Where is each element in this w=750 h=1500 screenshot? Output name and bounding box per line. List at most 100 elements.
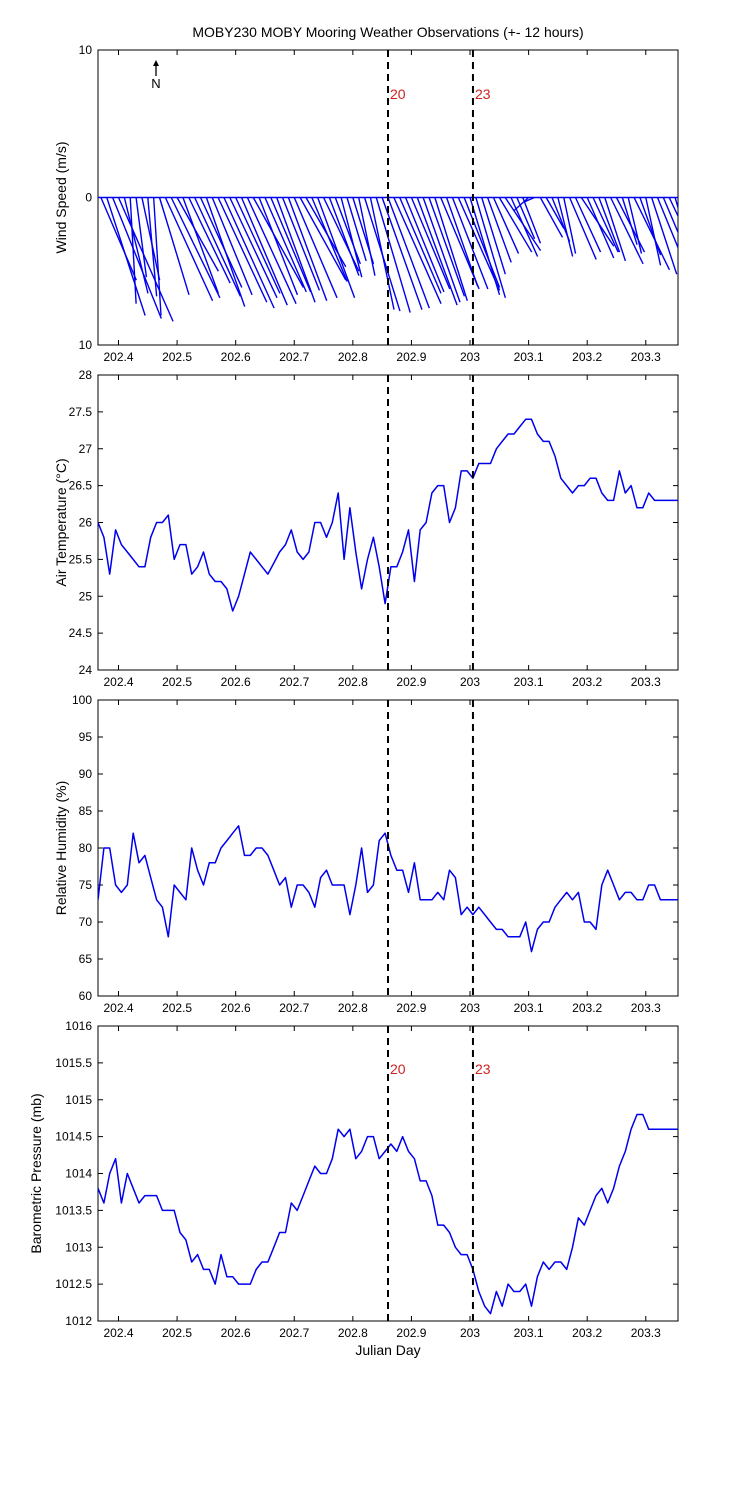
wind-vector [586,197,615,259]
rh-xtick-label: 202.4 [103,1001,133,1015]
wind-vector [416,197,458,306]
airtemp-ytick-label: 28 [79,368,93,382]
wind-ytick-label: 0 [85,191,92,205]
wind-vector [164,197,214,302]
wind-vector [270,197,312,293]
wind-vector [387,197,430,309]
north-label: N [151,76,160,91]
wind-vector [668,197,678,218]
marker-label: 23 [475,86,491,102]
pressure-xtick-label: 203 [460,1326,480,1340]
rh-ytick-label: 100 [72,693,92,707]
pressure-xtick-label: 203.1 [514,1326,544,1340]
wind-vector [539,197,564,238]
wind-vector [492,197,520,254]
airtemp-xtick-label: 202.5 [162,675,192,689]
rh-ytick-label: 60 [79,989,93,1003]
airtemp-ytick-label: 25 [79,589,93,603]
airtemp-ytick-label: 26.5 [69,479,93,493]
wind-vector [522,197,542,244]
pressure-ytick-label: 1014 [65,1167,92,1181]
rh-xtick-label: 203.2 [572,1001,602,1015]
wind-vector [129,197,137,304]
airtemp-ytick-label: 24 [79,663,93,677]
wind-vector [258,197,299,296]
pressure-ytick-label: 1015 [65,1093,92,1107]
airtemp-xtick-label: 202.6 [221,675,251,689]
wind-xtick-label: 203 [460,350,480,364]
pressure-xtick-label: 202.4 [103,1326,133,1340]
wind-vector [422,197,461,303]
wind-vector [645,197,662,266]
north-arrowhead-icon [153,60,159,66]
marker-label: 20 [390,86,406,102]
rh-xtick-label: 202.8 [338,1001,368,1015]
wind-vector [141,197,161,281]
rh-xtick-label: 202.5 [162,1001,192,1015]
wind-xtick-label: 202.7 [279,350,309,364]
x-axis-label: Julian Day [355,1342,420,1358]
wind-vector [182,197,220,294]
airtemp-xtick-label: 202.4 [103,675,133,689]
wind-vector [481,197,507,275]
wind-vector [469,197,501,296]
wind-xtick-label: 202.8 [338,350,368,364]
wind-vector [545,197,565,229]
wind-vector [662,197,678,234]
wind-vector [598,197,621,253]
wind-vector [100,197,137,281]
wind-vector [358,197,376,276]
wind-vector [287,197,328,301]
wind-vector [399,197,442,294]
wind-vector [135,197,148,278]
wind-xtick-label: 202.5 [162,350,192,364]
rh-ytick-label: 80 [79,841,93,855]
wind-vector [609,197,644,265]
wind-vector [369,197,395,310]
wind-vector [563,197,577,254]
airtemp-xtick-label: 202.8 [338,675,368,689]
wind-vector [328,197,360,276]
rh-xtick-label: 202.9 [396,1001,426,1015]
pressure-xtick-label: 202.7 [279,1326,309,1340]
wind-vector [123,197,149,294]
airtemp-ytick-label: 27.5 [69,405,93,419]
airtemp-y-axis-label: Air Temperature (°C) [53,458,69,586]
rh-ytick-label: 85 [79,804,93,818]
airtemp-xtick-label: 203.1 [514,675,544,689]
airtemp-xtick-label: 202.7 [279,675,309,689]
wind-vector [568,197,597,260]
wind-vector [281,197,321,291]
wind-vector [252,197,305,288]
wind-vector [264,197,307,293]
pressure-xtick-label: 202.6 [221,1326,251,1340]
wind-vector [434,197,468,301]
wind-vector [106,197,146,316]
pressure-ytick-label: 1014.5 [55,1130,92,1144]
rh-ytick-label: 65 [79,952,93,966]
wind-vector [513,196,530,212]
pressure-panel: 1012 1012.5 1013 1013.5 1014 1014.5 1015 1015.5… [28,1019,679,1358]
wind-vector [510,197,539,257]
pressure-xtick-label: 203.2 [572,1326,602,1340]
wind-vector [381,197,423,310]
wind-vector [152,197,162,316]
wind-vector [235,197,281,294]
wind-vector [674,197,678,210]
wind-vector [293,197,338,299]
wind-vector [475,197,507,298]
wind-vector [574,197,602,253]
airtemp-panel: 24 24.5 25 25.5 26 26.5 27 27.5 28 202.4 202.5 202.… [53,368,679,689]
airtemp-ytick-label: 27 [79,442,93,456]
rh-y-axis-label: Relative Humidity (%) [53,781,69,916]
figure-title: MOBY230 MOBY Mooring Weather Observation… [192,24,584,40]
wind-vector [650,197,678,275]
wind-vector [276,197,316,303]
pressure-xtick-label: 202.9 [396,1326,426,1340]
wind-vector [516,197,536,240]
wind-vector [627,197,643,254]
wind-vector [147,197,158,297]
wind-vector [404,197,445,293]
wind-vector [194,197,242,297]
wind-vector [229,197,278,299]
